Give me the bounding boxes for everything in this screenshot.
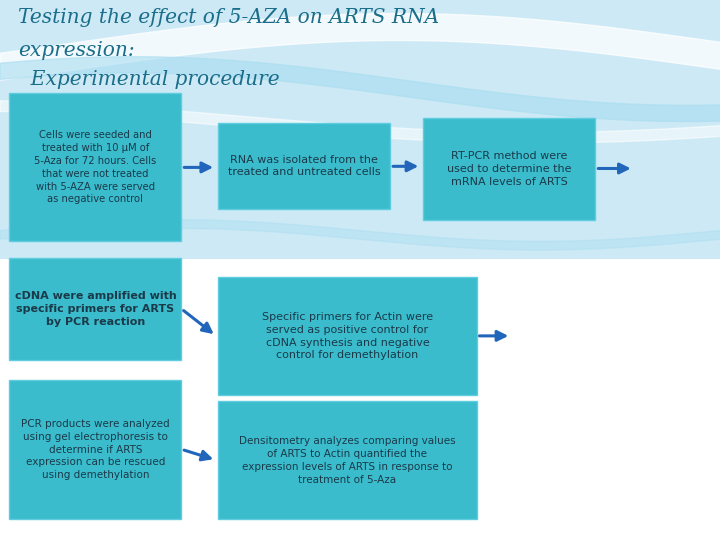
Polygon shape — [0, 259, 720, 540]
Text: Testing the effect of 5-AZA on ARTS RNA: Testing the effect of 5-AZA on ARTS RNA — [18, 8, 439, 27]
Text: Specific primers for Actin were
served as positive control for
cDNA synthesis an: Specific primers for Actin were served a… — [262, 312, 433, 360]
Text: RT-PCR method were
used to determine the
mRNA levels of ARTS: RT-PCR method were used to determine the… — [447, 151, 572, 186]
FancyBboxPatch shape — [9, 380, 181, 519]
Text: cDNA were amplified with
specific primers for ARTS
by PCR reaction: cDNA were amplified with specific primer… — [14, 292, 176, 327]
Text: Densitometry analyzes comparing values
of ARTS to Actin quantified the
expressio: Densitometry analyzes comparing values o… — [239, 436, 456, 484]
FancyBboxPatch shape — [423, 118, 595, 220]
FancyBboxPatch shape — [218, 277, 477, 395]
FancyBboxPatch shape — [218, 401, 477, 519]
FancyBboxPatch shape — [218, 123, 390, 209]
Text: RNA was isolated from the
treated and untreated cells: RNA was isolated from the treated and un… — [228, 154, 380, 178]
Text: expression:: expression: — [18, 40, 135, 59]
Text: Experimental procedure: Experimental procedure — [18, 70, 279, 89]
Text: Cells were seeded and
treated with 10 μM of
5-Aza for 72 hours. Cells
that were : Cells were seeded and treated with 10 μM… — [35, 130, 156, 205]
FancyBboxPatch shape — [9, 93, 181, 241]
Polygon shape — [0, 0, 720, 259]
FancyBboxPatch shape — [9, 258, 181, 360]
Text: PCR products were analyzed
using gel electrophoresis to
determine if ARTS
expres: PCR products were analyzed using gel ele… — [21, 419, 170, 480]
